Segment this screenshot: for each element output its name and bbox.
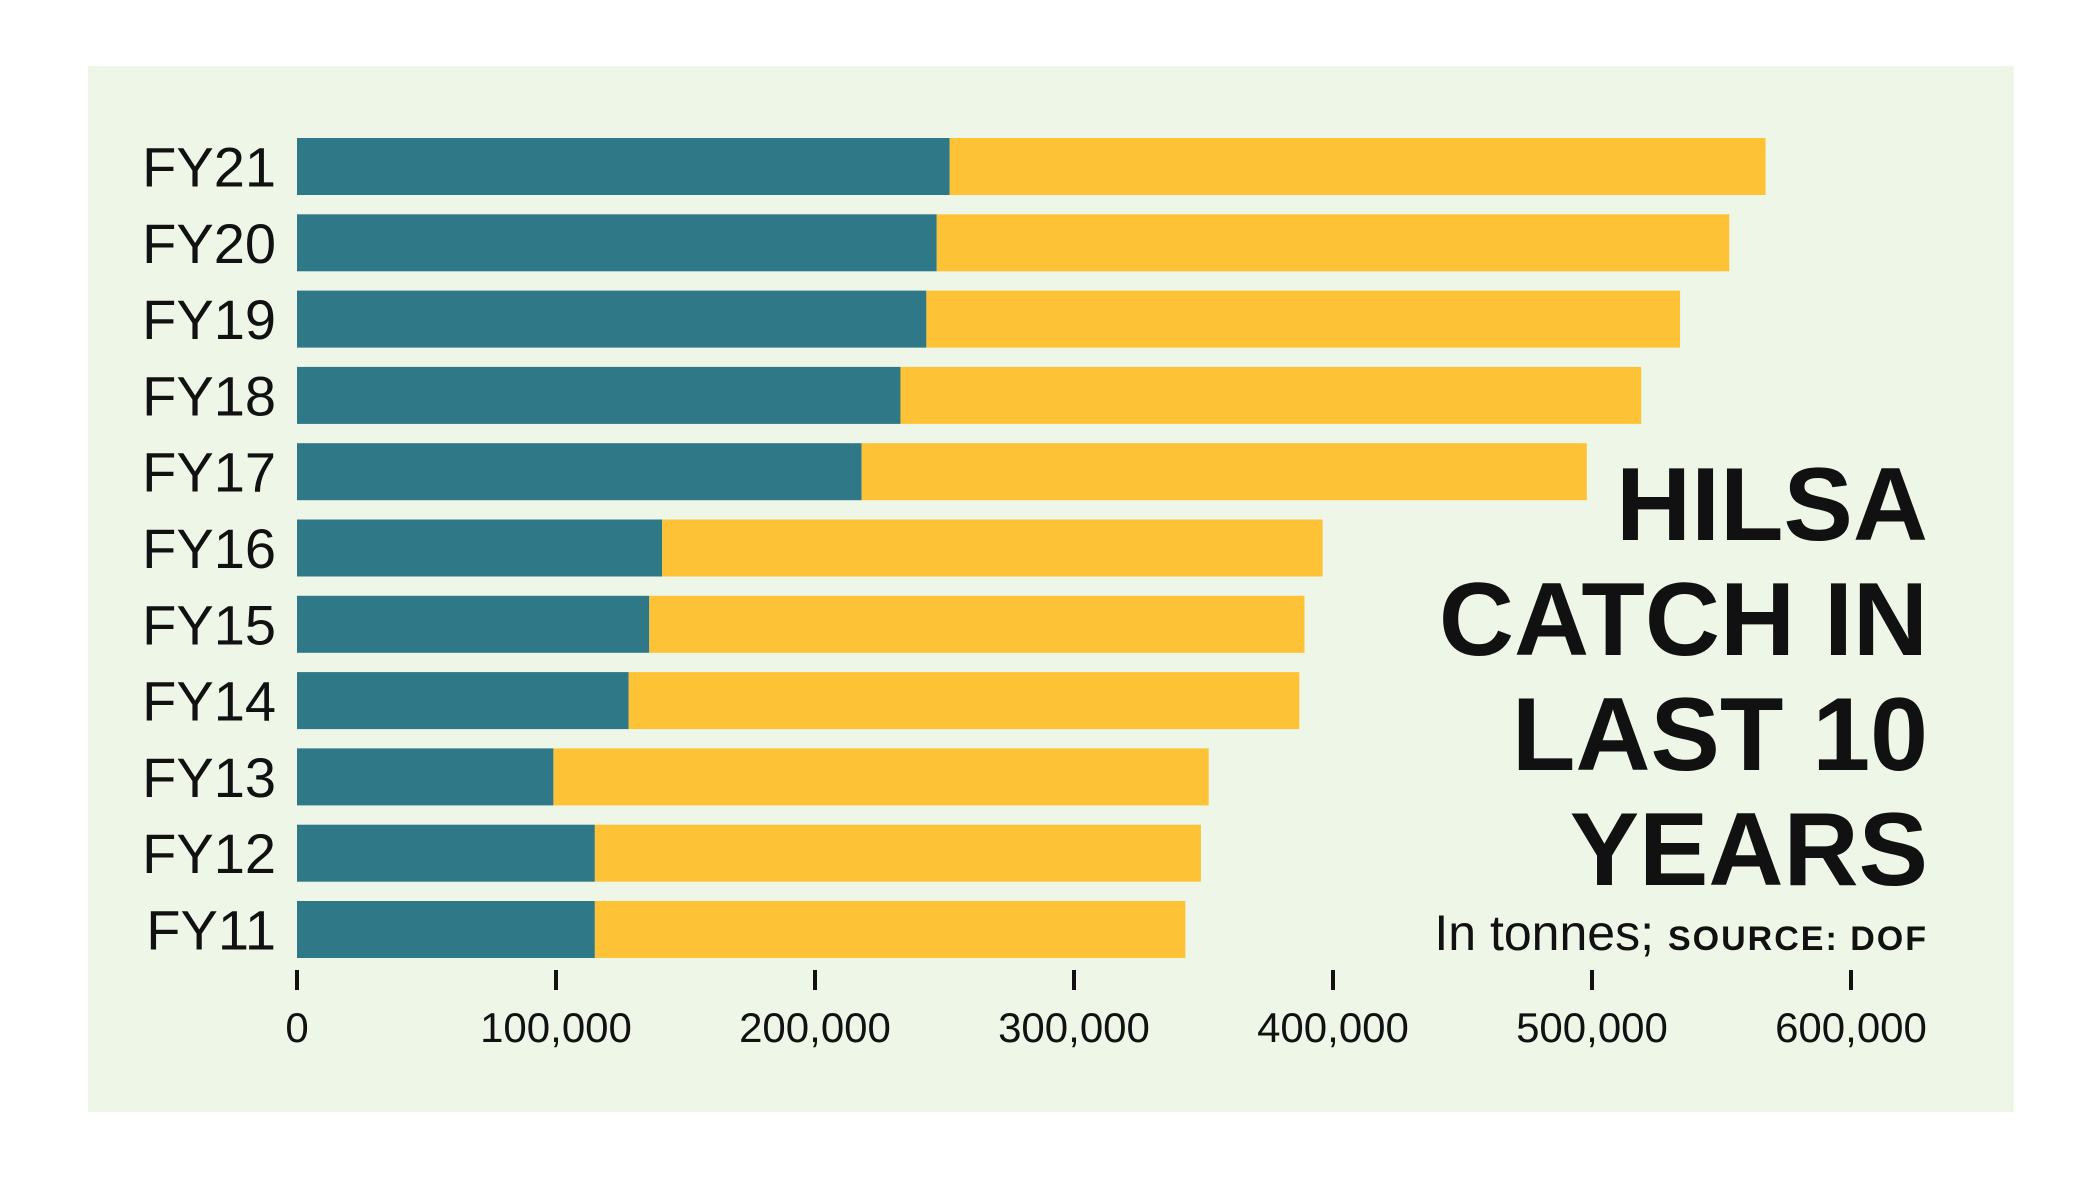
bar-fy16-segment-1: [297, 519, 663, 577]
category-label-fy17: FY17: [142, 441, 276, 504]
bar-fy18-segment-2: [900, 366, 1642, 424]
bars-group: [297, 138, 1766, 958]
bar-fy20-segment-2: [936, 214, 1730, 272]
bar-fy14-segment-2: [628, 672, 1300, 730]
category-label-fy15: FY15: [142, 593, 276, 656]
x-tick-label-0: 0: [285, 1004, 308, 1051]
category-label-fy19: FY19: [142, 288, 276, 351]
x-axis: 0 100,000 200,000 300,000 400,000 500,000 600,…: [285, 970, 1927, 1051]
bar-fy21-segment-2: [949, 138, 1766, 195]
x-tick-label-1: 100,000: [480, 1004, 632, 1051]
unit-note: In tonnes;: [1434, 905, 1654, 961]
category-label-fy13: FY13: [142, 746, 276, 809]
category-label-fy21: FY21: [142, 136, 276, 199]
bar-fy19-segment-1: [297, 290, 927, 348]
category-label-fy14: FY14: [142, 670, 276, 733]
x-tick-label-6: 600,000: [1775, 1004, 1927, 1051]
source-note: SOURCE: DOF: [1668, 920, 1928, 958]
bar-fy15-segment-2: [649, 595, 1305, 653]
bar-fy14-segment-1: [297, 672, 629, 730]
unit-and-source: In tonnes; SOURCE: DOF: [1434, 905, 1928, 961]
title-line-2: CATCH IN: [1439, 562, 1928, 678]
x-tick-label-2: 200,000: [739, 1004, 891, 1051]
chart-title: HILSA CATCH IN LAST 10 YEARS: [1439, 447, 1928, 908]
title-line-1: HILSA: [1616, 447, 1928, 563]
bar-fy18-segment-1: [297, 366, 901, 424]
category-labels: FY21 FY20 FY19 FY18 FY17 FY16 FY15 FY14 FY13 FY12…: [142, 136, 276, 962]
bar-fy21-segment-1: [297, 138, 950, 195]
x-tick-label-4: 400,000: [1257, 1004, 1409, 1051]
category-label-fy20: FY20: [142, 212, 276, 275]
bar-fy13-segment-1: [297, 748, 554, 806]
bar-fy12-segment-2: [594, 824, 1201, 882]
bar-fy11-segment-1: [297, 901, 595, 958]
category-label-fy12: FY12: [142, 822, 276, 885]
bar-fy11-segment-2: [594, 901, 1186, 958]
category-label-fy11: FY11: [146, 899, 276, 962]
bar-fy15-segment-1: [297, 595, 650, 653]
x-tick-label-3: 300,000: [998, 1004, 1150, 1051]
bar-fy12-segment-1: [297, 824, 595, 882]
bar-fy20-segment-1: [297, 214, 937, 272]
bar-fy17-segment-1: [297, 443, 862, 501]
title-line-3: LAST 10: [1512, 677, 1928, 793]
title-line-4: YEARS: [1570, 792, 1928, 908]
bar-fy17-segment-2: [861, 443, 1587, 501]
category-label-fy18: FY18: [142, 364, 276, 427]
category-label-fy16: FY16: [142, 517, 276, 580]
bar-fy19-segment-2: [926, 290, 1681, 348]
x-tick-label-5: 500,000: [1516, 1004, 1668, 1051]
bar-fy16-segment-2: [662, 519, 1323, 577]
bar-fy13-segment-2: [553, 748, 1209, 806]
